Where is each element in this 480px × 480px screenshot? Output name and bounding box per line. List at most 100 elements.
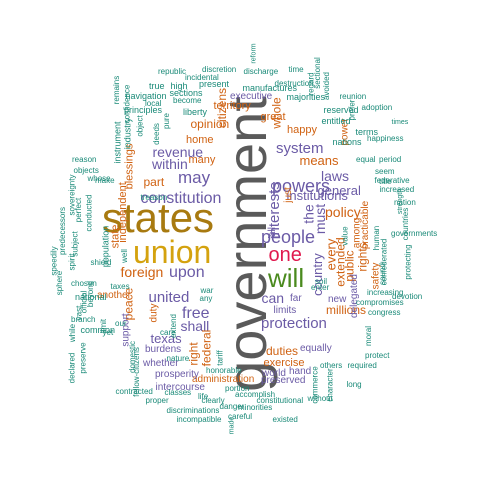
word-prosperity: prosperity [155,369,199,380]
word-general: general [317,182,361,198]
word-proper: proper [145,396,169,405]
word-preserve: preserve [78,342,88,374]
word-within: within [152,156,188,172]
word-title: title [379,177,392,186]
word-means: means [299,152,339,168]
word-predecessors: predecessors [58,206,68,256]
word-constitutional: constitutional [256,396,304,405]
word-made: made [228,416,236,434]
word-well: well [119,249,129,263]
word-liberty: liberty [183,106,208,117]
word-nations: nations [332,136,362,147]
word-time: time [288,65,304,74]
word-hand: hand [289,366,312,377]
word-objects: objects [73,166,99,175]
word-sound: sound [377,263,387,285]
word-strength: strength [396,188,404,214]
word-limit: limit [99,318,109,334]
word-times: times [391,118,409,126]
word-world: world [262,368,286,379]
word-declared: declared [66,352,76,384]
word-just: just [282,187,294,203]
word-principles: principles [124,104,163,115]
word-opinion: opinion [190,117,230,131]
word-yet: yet [102,328,114,337]
word-whose: whose [87,174,111,183]
word-home: home [186,133,214,146]
word-avoided: avoided [322,71,332,101]
word-millions: millions [326,303,367,317]
word-high: high [170,80,188,91]
word-discriminations: discriminations [166,406,220,415]
word-territory: territory [213,99,251,112]
word-federal: federal [198,329,213,367]
word-will: will [268,263,305,293]
word-incidental: incidental [185,73,219,82]
word-one: one [268,244,302,266]
word-perfect: perfect [74,197,84,223]
word-preserved: preserved [261,375,306,386]
word-seem: seem [375,167,395,176]
word-careful: careful [228,412,253,421]
word-reform: reform [250,42,258,64]
word-all: all [267,226,279,238]
word-compromises: compromises [356,298,404,307]
word-portion: portion [225,384,250,393]
word-new: new [328,294,347,305]
word-happiness: happiness [367,134,404,143]
word-reserved: reserved [323,104,359,115]
word-shield: shield [90,258,112,267]
word-vast: vast [73,305,83,321]
word-adoption: adoption [361,103,393,112]
word-remains: remains [112,75,122,105]
word-powers: powers [272,176,331,196]
word-another: another [97,290,131,301]
word-governments: governments [391,229,438,238]
word-instrument: instrument [112,120,123,164]
word-speedily: speedily [49,246,59,276]
word-classes: classes [164,388,192,397]
word-people: people [261,227,316,247]
word-human: human [372,225,382,251]
word-can: can [261,290,285,306]
word-accomplish: accomplish [235,390,276,399]
word-may: may [178,167,211,187]
word-happy: happy [287,123,317,136]
word-union: union [133,234,212,270]
word-fellow-citizens: fellow-citizens [131,347,141,397]
word-far: far [290,293,302,304]
word-honorable: honorable [206,366,242,375]
word-our: our [115,319,127,328]
word-period: period [379,155,402,164]
word-exercise: exercise [263,356,305,369]
word-protection: protection [261,314,327,332]
word-common: common [80,324,116,335]
word-delegated: delegated [348,274,360,318]
word-duties: duties [266,344,299,358]
word-make: make [95,176,115,185]
word-upon: upon [169,264,205,281]
word-majorities: majorities [286,91,326,102]
word-part: part [143,175,165,189]
word-care: care [160,328,176,337]
word-duty: duty [147,303,159,323]
word-nation: nation [394,198,416,207]
word-reason: reason [72,155,97,164]
word-required: required [347,361,377,370]
word-sections: sections [169,87,203,98]
word-soil: soil [315,277,328,286]
word-moral: moral [364,325,374,347]
word-constitution: constitution [140,190,222,207]
word-united: united [148,288,190,306]
word-among: among [350,217,362,249]
word-equally: equally [300,343,332,354]
word-become: become [173,96,202,105]
word-discretion: discretion [202,65,237,74]
word-reunion: reunion [339,92,367,101]
word-terms: terms [355,126,379,137]
word-protect: protect [365,351,390,360]
word-extend: extend [169,313,179,339]
word-beyond: beyond [86,280,96,308]
word-true: true [149,80,165,91]
word-equal: equal [356,155,376,164]
